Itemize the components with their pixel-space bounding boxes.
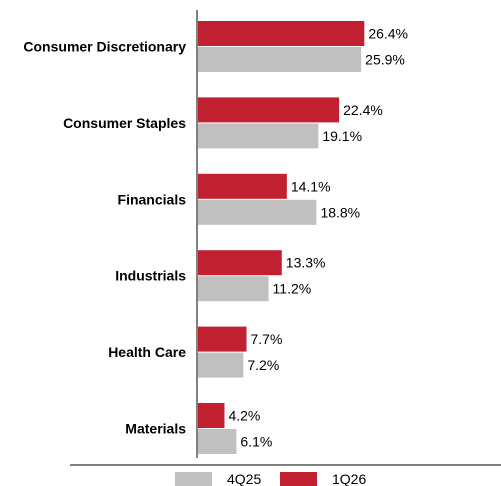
category-labels: Consumer Discretionary Consumer Staples Fi… <box>23 39 186 437</box>
bar-1q26-materials <box>198 403 225 428</box>
value-label-4q25-industrials: 11.2% <box>273 281 312 297</box>
bar-1q26-health-care <box>198 326 247 352</box>
category-label-materials: Materials <box>125 421 186 437</box>
value-label-4q25-financials: 18.8% <box>320 204 360 220</box>
value-label-4q25-consumer-staples: 19.1% <box>322 128 362 144</box>
bar-4q25-industrials <box>198 276 269 302</box>
category-label-industrials: Industrials <box>115 268 186 284</box>
bars <box>198 21 365 454</box>
bar-4q25-health-care <box>198 352 244 378</box>
bar-4q25-materials <box>198 429 237 454</box>
category-label-health-care: Health Care <box>108 344 186 360</box>
bar-1q26-consumer-discretionary <box>198 21 365 46</box>
legend-label-1q26: 1Q26 <box>332 471 366 486</box>
legend-swatch-1q26 <box>280 472 317 486</box>
bar-1q26-consumer-staples <box>198 97 340 123</box>
bar-1q26-industrials <box>198 250 282 276</box>
value-label-1q26-consumer-discretionary: 26.4% <box>368 26 408 42</box>
bar-1q26-financials <box>198 173 287 199</box>
value-label-1q26-health-care: 7.7% <box>251 331 283 347</box>
category-label-consumer-discretionary: Consumer Discretionary <box>23 39 186 55</box>
value-label-1q26-financials: 14.1% <box>291 178 331 194</box>
legend-label-4q25: 4Q25 <box>227 471 261 486</box>
value-label-1q26-industrials: 13.3% <box>286 255 326 271</box>
value-label-4q25-health-care: 7.2% <box>247 357 279 373</box>
category-label-consumer-staples: Consumer Staples <box>63 115 186 131</box>
value-label-4q25-consumer-discretionary: 25.9% <box>365 52 405 68</box>
legend-swatch-4q25 <box>175 472 212 486</box>
value-labels: 26.4% 25.9% 22.4% 19.1% 14.1% 18.8% 13.3% 11.2%… <box>228 26 408 450</box>
bar-4q25-consumer-discretionary <box>198 47 362 72</box>
value-label-1q26-materials: 4.2% <box>228 408 260 424</box>
category-label-financials: Financials <box>118 191 187 207</box>
value-label-4q25-materials: 6.1% <box>240 434 272 450</box>
legend: 4Q25 1Q26 <box>175 471 366 486</box>
bar-4q25-consumer-staples <box>198 123 319 149</box>
value-label-1q26-consumer-staples: 22.4% <box>343 102 383 118</box>
bar-4q25-financials <box>198 199 317 225</box>
